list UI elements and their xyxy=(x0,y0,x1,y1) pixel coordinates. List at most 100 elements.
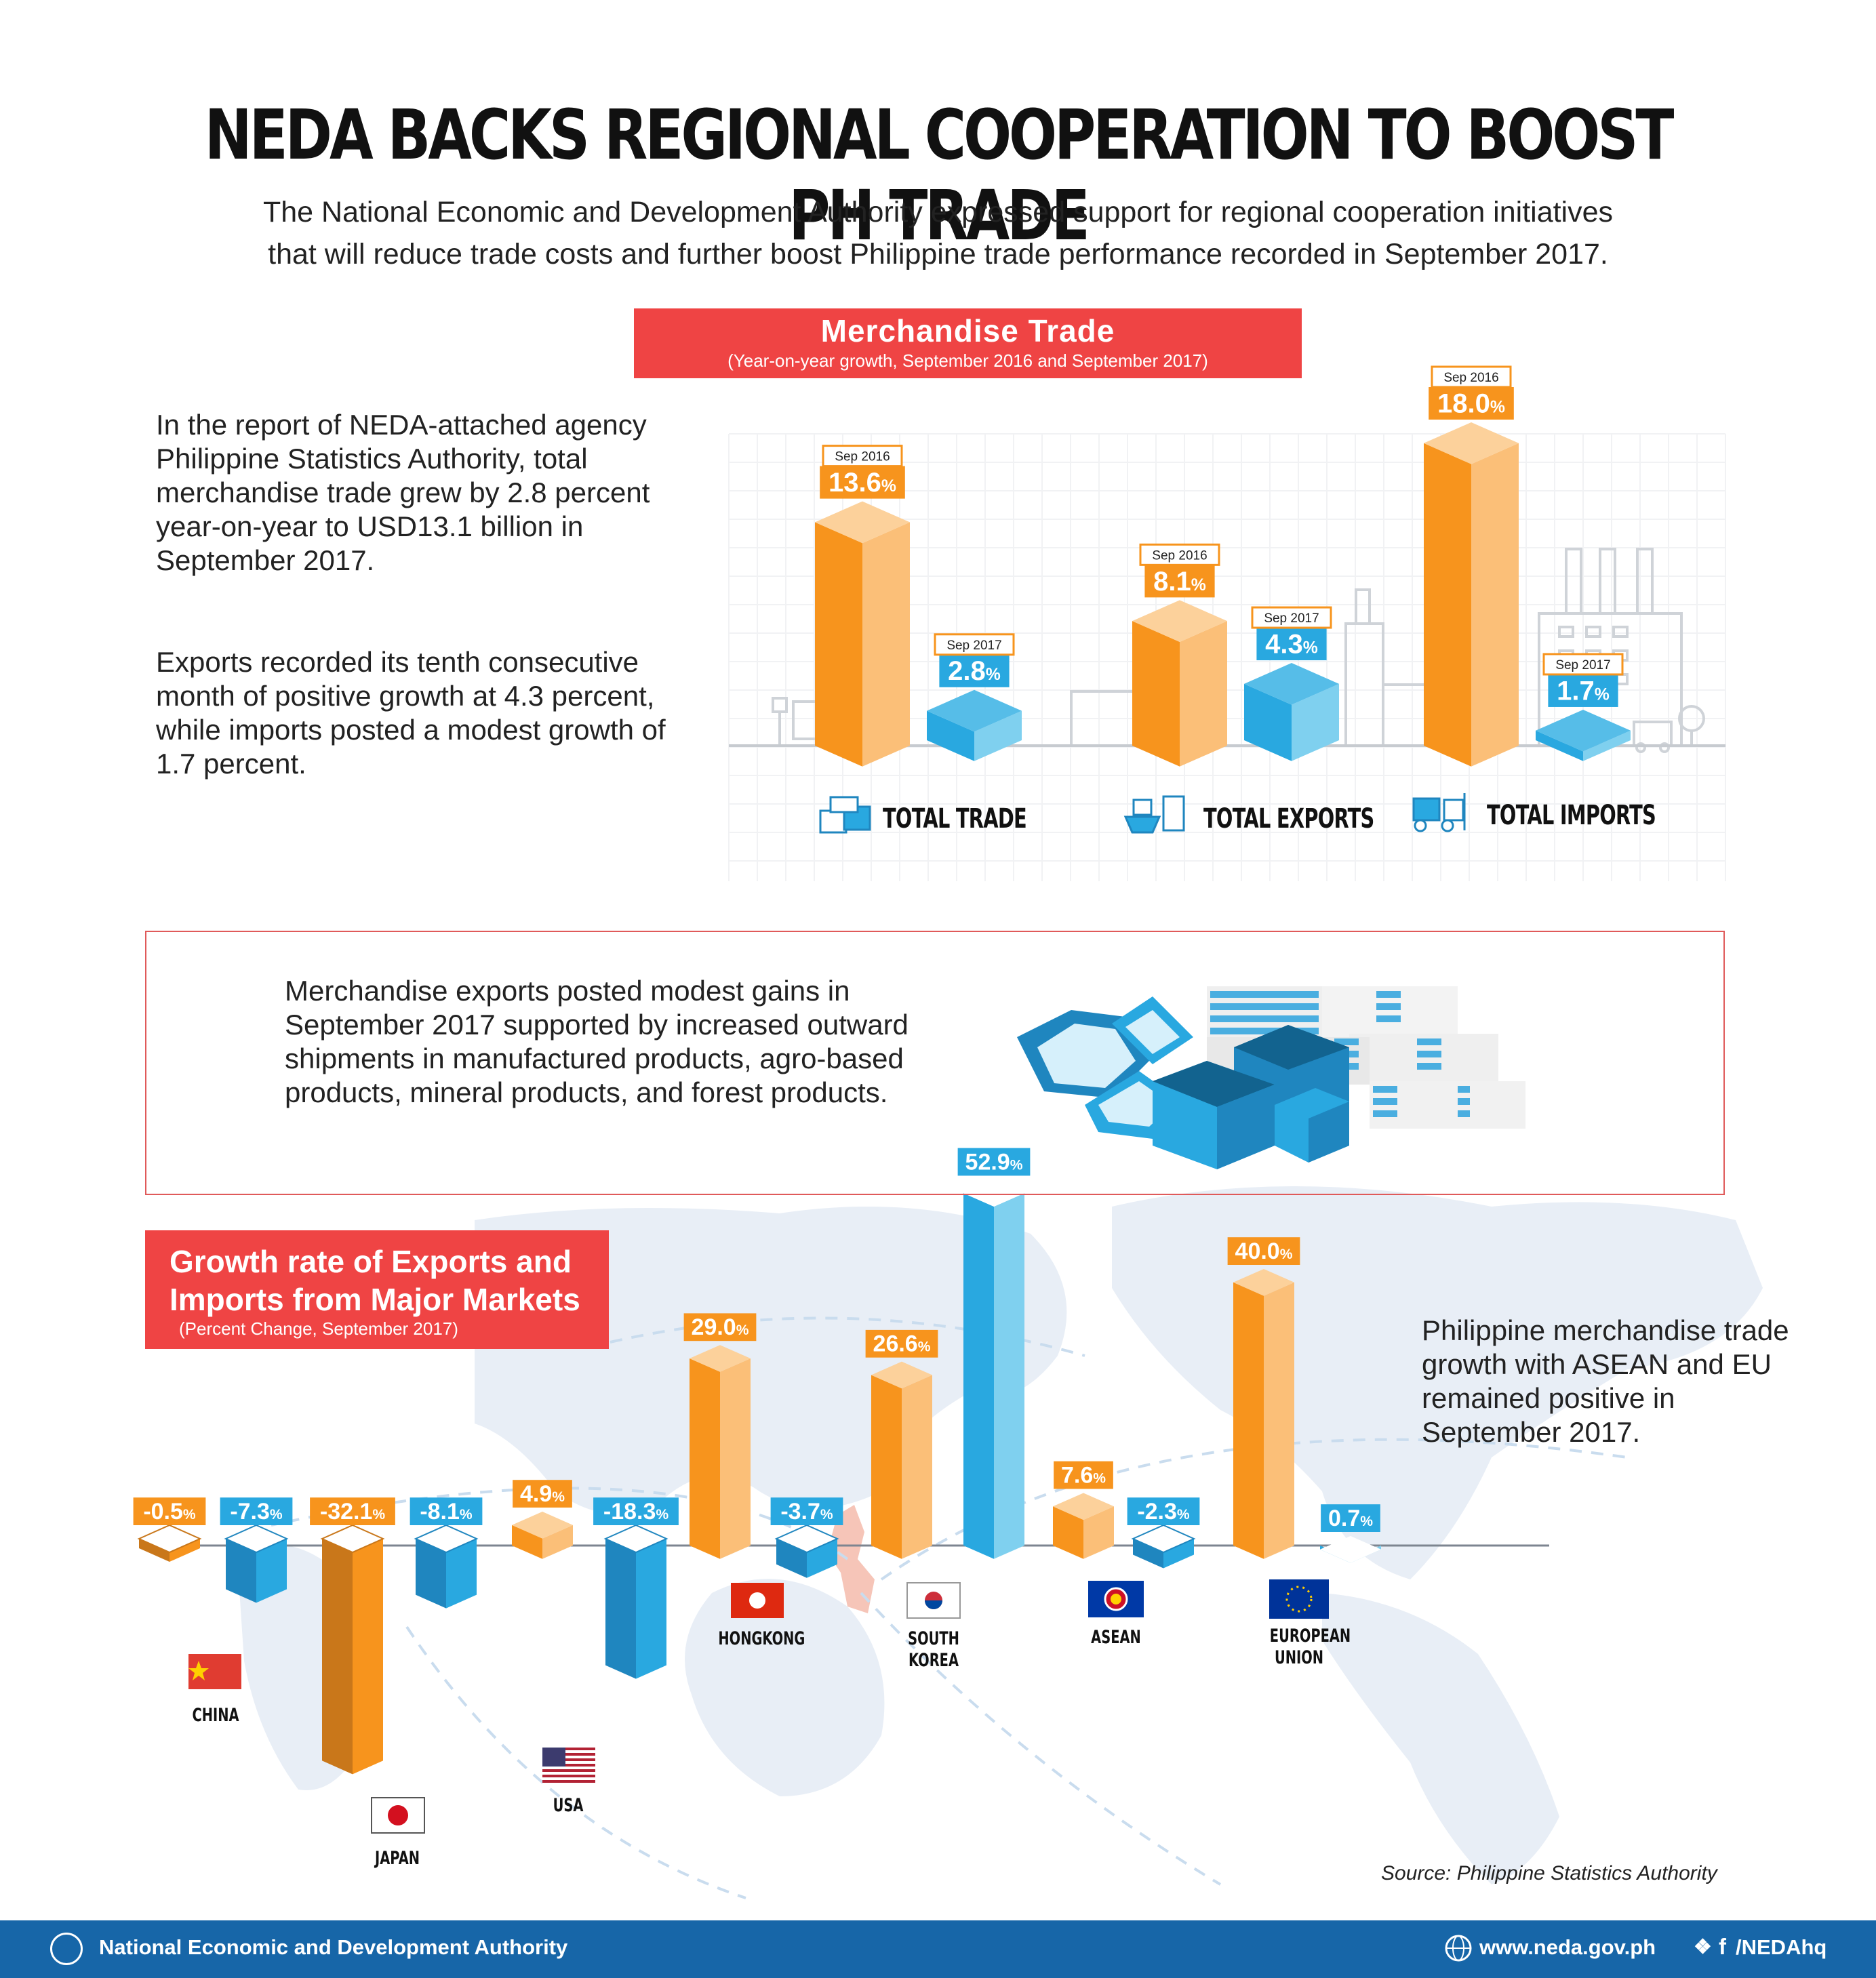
market-bar-0-0 xyxy=(137,1524,202,1562)
merchandise-trade-title: Merchandise Trade xyxy=(820,313,1115,348)
market-value-label-0-0: -0.5% xyxy=(133,1497,206,1525)
exports-note-box xyxy=(145,931,1725,1195)
trade-paragraph-2: Exports recorded its tenth consecutive m… xyxy=(156,646,666,780)
trade-bar-1-2 xyxy=(1536,709,1631,761)
trade-value-label-0-1: 8.1% xyxy=(1144,565,1215,598)
market-bars: -0.5% -7.3% -32.1% -8.1% 4.9% -18.3% 29.0% -3.7… xyxy=(133,1148,1381,1775)
market-value-label-1-3: -3.7% xyxy=(770,1497,843,1525)
usa-label: USA xyxy=(553,1795,584,1816)
factory-illustration xyxy=(772,548,1705,753)
warehouse-illustration xyxy=(1017,986,1525,1169)
neda-seal-icon xyxy=(50,1933,83,1965)
footer-website-link[interactable]: www.neda.gov.ph xyxy=(1479,1935,1656,1959)
market-value-label-0-3: 29.0% xyxy=(683,1313,757,1341)
market-value-label-1-4: 52.9% xyxy=(957,1148,1031,1176)
asean-label: ASEAN xyxy=(1091,1627,1141,1648)
markets-title-line-2: Imports from Major Markets xyxy=(169,1282,580,1317)
markets-title: Growth rate of Exports and Imports from M… xyxy=(169,1243,609,1318)
globe-icon xyxy=(1444,1934,1473,1962)
footer-social-handle[interactable]: /NEDAhq xyxy=(1736,1935,1827,1959)
footer-org-name: National Economic and Development Author… xyxy=(99,1935,568,1959)
total-imports-label: TOTAL IMPORTS xyxy=(1487,800,1656,831)
svg-text:Sep 2017: Sep 2017 xyxy=(946,639,1001,653)
trade-value-label-0-0: 13.6% xyxy=(820,466,905,499)
market-value-label-0-6: 40.0% xyxy=(1227,1237,1300,1265)
market-bar-0-2 xyxy=(512,1512,573,1559)
boxes-icon xyxy=(819,796,871,834)
markets-title-line-1: Growth rate of Exports and xyxy=(169,1244,572,1279)
svg-text:Sep 2016: Sep 2016 xyxy=(1443,371,1498,385)
trade-series-tag-0-0: Sep 2016 xyxy=(822,445,903,468)
market-bar-1-1 xyxy=(414,1524,479,1609)
subtitle-line-1: The National Economic and Development Au… xyxy=(262,196,1614,228)
ship-icon xyxy=(1123,795,1185,834)
trade-value-label-1-0: 2.8% xyxy=(939,654,1010,687)
market-bar-1-6 xyxy=(1320,1536,1381,1563)
hongkong-label: HONGKONG xyxy=(718,1628,805,1649)
usa-flag-icon xyxy=(542,1748,595,1783)
market-bar-1-4 xyxy=(963,1179,1024,1559)
svg-text:0.7%: 0.7% xyxy=(1328,1506,1373,1531)
trade-series-tag-1-0: Sep 2017 xyxy=(934,633,1015,656)
trade-value-label-1-1: 4.3% xyxy=(1256,628,1327,661)
market-value-label-0-2: 4.9% xyxy=(513,1480,572,1508)
market-value-label-1-1: -8.1% xyxy=(410,1497,483,1525)
market-value-label-1-6: 0.7% xyxy=(1321,1504,1380,1532)
european-union-label: EUROPEAN UNION xyxy=(1269,1626,1351,1668)
subtitle-line-2: that will reduce trade costs and further… xyxy=(268,238,1608,270)
svg-text:Sep 2016: Sep 2016 xyxy=(835,450,890,464)
trade-series-tag-0-1: Sep 2016 xyxy=(1139,543,1220,566)
market-value-label-1-2: -18.3% xyxy=(593,1497,679,1525)
facebook-icon[interactable]: f xyxy=(1719,1934,1726,1959)
merchandise-trade-subtitle: (Year-on-year growth, September 2016 and… xyxy=(727,350,1208,371)
trade-bar-1-1 xyxy=(1244,663,1339,761)
market-bar-0-3 xyxy=(690,1345,751,1559)
philippines-map-shape xyxy=(827,1505,875,1613)
twitter-icon[interactable]: ❖ xyxy=(1694,1936,1712,1958)
trade-bar-0-2 xyxy=(1424,422,1519,767)
page-title: NEDA BACKS REGIONAL COOPERATION TO BOOST… xyxy=(204,95,1675,256)
markets-side-text: Philippine merchandise trade growth with… xyxy=(1422,1314,1789,1448)
svg-text:4.3%: 4.3% xyxy=(1265,629,1318,659)
trade-bar-0-0 xyxy=(815,501,910,767)
market-value-label-0-5: 7.6% xyxy=(1054,1461,1113,1489)
market-bar-1-3 xyxy=(774,1524,839,1578)
market-value-label-1-0: -7.3% xyxy=(220,1497,293,1525)
svg-text:1.7%: 1.7% xyxy=(1557,676,1610,706)
total-trade-label: TOTAL TRADE xyxy=(883,803,1027,834)
south-korea-label: SOUTH KOREA xyxy=(908,1628,959,1671)
eu-flag-icon xyxy=(1269,1579,1329,1619)
footer: National Economic and Development Author… xyxy=(0,1920,1876,1978)
china-flag-icon xyxy=(188,1654,241,1689)
svg-text:Sep 2017: Sep 2017 xyxy=(1264,611,1319,626)
exports-note-text: Merchandise exports posted modest gains … xyxy=(285,975,909,1108)
svg-text:18.0%: 18.0% xyxy=(1437,388,1505,418)
svg-text:Sep 2016: Sep 2016 xyxy=(1152,548,1207,563)
world-map-background xyxy=(237,1186,1763,1884)
forklift-icon xyxy=(1412,793,1466,832)
trade-paragraph-1: In the report of NEDA-attached agency Ph… xyxy=(156,409,650,576)
china-label: CHINA xyxy=(192,1705,239,1726)
trade-series-tag-1-1: Sep 2017 xyxy=(1251,606,1332,629)
svg-text:8.1%: 8.1% xyxy=(1153,567,1206,597)
markets-banner: Growth rate of Exports and Imports from M… xyxy=(145,1230,609,1349)
merchandise-trade-banner: Merchandise Trade (Year-on-year growth, … xyxy=(634,308,1302,378)
markets-subtitle: (Percent Change, September 2017) xyxy=(179,1318,458,1339)
market-bar-0-5 xyxy=(1053,1493,1114,1559)
market-bar-1-5 xyxy=(1131,1524,1196,1569)
trade-series-tag-1-2: Sep 2017 xyxy=(1542,653,1624,676)
trade-series-tag-0-2: Sep 2016 xyxy=(1431,365,1512,388)
market-bar-0-4 xyxy=(871,1361,932,1559)
trade-value-label-0-2: 18.0% xyxy=(1429,387,1514,420)
japan-flag-icon xyxy=(371,1797,425,1834)
trade-value-label-1-2: 1.7% xyxy=(1548,674,1618,707)
market-bar-1-0 xyxy=(224,1524,289,1603)
market-bar-0-1 xyxy=(320,1524,385,1775)
market-value-label-0-1: -32.1% xyxy=(310,1497,395,1525)
market-value-label-1-5: -2.3% xyxy=(1127,1497,1200,1525)
market-bar-0-6 xyxy=(1233,1269,1294,1559)
subtitle: The National Economic and Development Au… xyxy=(136,191,1740,275)
hongkong-flag-icon xyxy=(731,1583,784,1618)
